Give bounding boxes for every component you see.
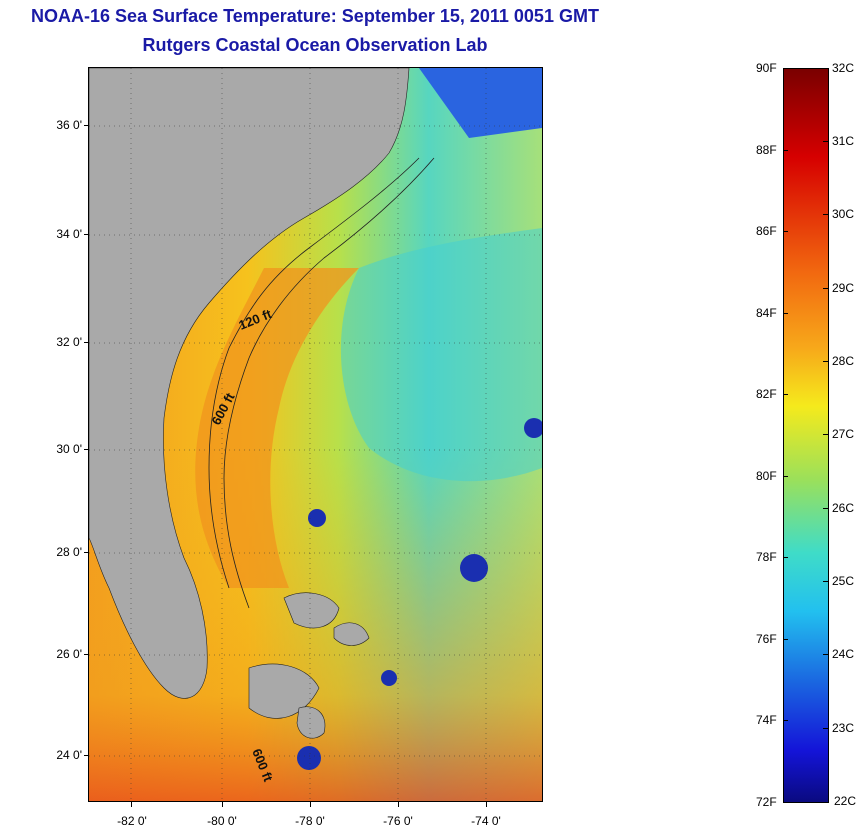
x-tick [131, 801, 132, 807]
isobath-600ft [223, 157, 435, 609]
colorbar-tick [823, 434, 828, 435]
colorbar-label-f: 78F [756, 550, 777, 564]
page-subtitle: Rutgers Coastal Ocean Observation Lab [142, 35, 488, 55]
colorbar-tick [823, 581, 828, 582]
land-bahamas [296, 706, 326, 739]
y-tick-label: 24 0' [56, 748, 82, 762]
cool-northeast-waters [419, 68, 542, 138]
y-tick-label: 30 0' [56, 442, 82, 456]
colorbar-tick [823, 654, 828, 655]
x-tick-label: -80 0' [207, 814, 237, 828]
colorbar-tick [823, 508, 828, 509]
colorbar-gradient [784, 69, 828, 802]
colorbar-label-c: 22C [834, 794, 857, 808]
colorbar-tick [783, 557, 788, 558]
colorbar-tick [783, 313, 788, 314]
y-tick [84, 449, 89, 450]
colorbar-tick [823, 288, 828, 289]
colorbar-label-c: 31C [832, 134, 855, 148]
y-tick [84, 125, 89, 126]
colorbar-tick [783, 150, 788, 151]
cloud-flag [297, 746, 321, 770]
sst-map-image: 120 ft 600 ft 600 ft [89, 68, 542, 801]
colorbar-label-c: 25C [832, 574, 855, 588]
cloud-flag [308, 509, 326, 527]
graticule [89, 68, 542, 801]
colorbar-label-f: 86F [756, 224, 777, 238]
x-tick [222, 801, 223, 807]
y-tick [84, 654, 89, 655]
colorbar-tick [823, 728, 828, 729]
colorbar-label-f: 88F [756, 143, 777, 157]
land-bahamas [333, 622, 370, 646]
colorbar-tick [783, 68, 788, 69]
colorbar-label-c: 26C [832, 501, 855, 515]
colorbar-label-f: 74F [756, 713, 777, 727]
y-tick [84, 234, 89, 235]
x-tick-label: -82 0' [117, 814, 147, 828]
colorbar-tick [783, 394, 788, 395]
x-tick-label: -74 0' [471, 814, 501, 828]
colorbar-tick [823, 361, 828, 362]
colorbar-label-f: 80F [756, 469, 777, 483]
x-tick-label: -78 0' [295, 814, 325, 828]
y-tick-label: 36 0' [56, 118, 82, 132]
colorbar-label-c: 23C [832, 721, 855, 735]
colorbar-label-f: 82F [756, 387, 777, 401]
land-southeast-us [89, 68, 410, 699]
colorbar-label-c: 29C [832, 281, 855, 295]
colorbar-tick [783, 231, 788, 232]
colorbar-tick [783, 720, 788, 721]
page-title: NOAA-16 Sea Surface Temperature: Septemb… [31, 6, 599, 26]
colorbar-tick [823, 141, 828, 142]
colorbar-tick [783, 639, 788, 640]
y-tick-label: 34 0' [56, 227, 82, 241]
y-tick [84, 342, 89, 343]
cloud-flag [381, 670, 397, 686]
y-tick [84, 755, 89, 756]
land-bahamas [248, 663, 320, 719]
sst-map: 120 ft 600 ft 600 ft [88, 67, 543, 802]
colorbar-tick [823, 214, 828, 215]
y-tick [84, 552, 89, 553]
x-tick [398, 801, 399, 807]
colorbar-tick [783, 476, 788, 477]
y-tick-label: 26 0' [56, 647, 82, 661]
colorbar-label-c: 28C [832, 354, 855, 368]
x-tick [486, 801, 487, 807]
colorbar-label-f: 72F [756, 795, 777, 809]
colorbar-label-f: 90F [756, 61, 777, 75]
colorbar-label-f: 84F [756, 306, 777, 320]
colorbar-label-c: 32C [832, 61, 855, 75]
offshore-cool-patch [340, 228, 542, 482]
colorbar-label-f: 76F [756, 632, 777, 646]
x-tick-label: -76 0' [383, 814, 413, 828]
y-tick-label: 28 0' [56, 545, 82, 559]
colorbar-label-c: 30C [832, 207, 855, 221]
cloud-flag [460, 554, 488, 582]
x-tick [310, 801, 311, 807]
temperature-colorbar [783, 68, 829, 803]
y-tick-label: 32 0' [56, 335, 82, 349]
colorbar-label-c: 27C [832, 427, 855, 441]
gulf-stream-band [195, 268, 359, 588]
colorbar-label-c: 24C [832, 647, 855, 661]
land-bahamas [283, 592, 340, 629]
isobath-120ft [208, 157, 420, 589]
cloud-flag [524, 418, 542, 438]
